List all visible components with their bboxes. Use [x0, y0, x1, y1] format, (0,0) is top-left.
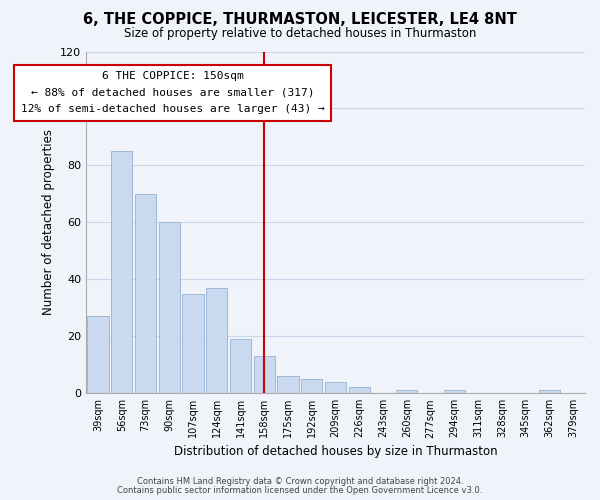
Text: Size of property relative to detached houses in Thurmaston: Size of property relative to detached ho…: [124, 28, 476, 40]
Text: Contains HM Land Registry data © Crown copyright and database right 2024.: Contains HM Land Registry data © Crown c…: [137, 477, 463, 486]
Bar: [396, 390, 418, 393]
Bar: [182, 294, 203, 393]
Bar: [301, 379, 322, 393]
Text: Contains public sector information licensed under the Open Government Licence v3: Contains public sector information licen…: [118, 486, 482, 495]
Bar: [325, 382, 346, 393]
Bar: [277, 376, 299, 393]
X-axis label: Distribution of detached houses by size in Thurmaston: Distribution of detached houses by size …: [174, 444, 497, 458]
Y-axis label: Number of detached properties: Number of detached properties: [41, 130, 55, 316]
Bar: [135, 194, 156, 393]
Text: 6, THE COPPICE, THURMASTON, LEICESTER, LE4 8NT: 6, THE COPPICE, THURMASTON, LEICESTER, L…: [83, 12, 517, 28]
Bar: [230, 339, 251, 393]
Bar: [87, 316, 109, 393]
Text: 6 THE COPPICE: 150sqm
← 88% of detached houses are smaller (317)
12% of semi-det: 6 THE COPPICE: 150sqm ← 88% of detached …: [21, 72, 325, 114]
Bar: [158, 222, 180, 393]
Bar: [254, 356, 275, 393]
Bar: [443, 390, 465, 393]
Bar: [349, 388, 370, 393]
Bar: [206, 288, 227, 393]
Bar: [539, 390, 560, 393]
Bar: [111, 151, 133, 393]
